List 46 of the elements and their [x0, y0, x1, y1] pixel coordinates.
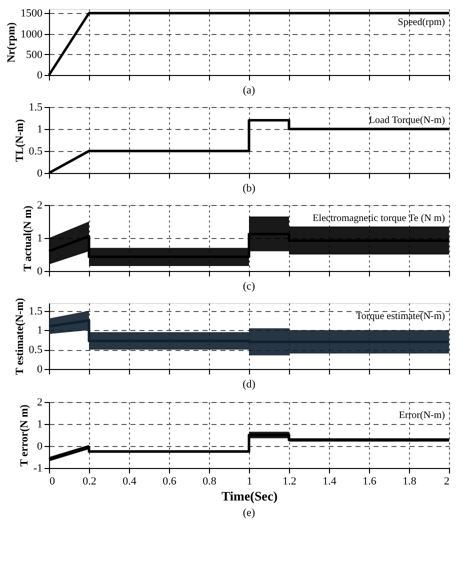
- x-tick-label: 1.8: [402, 476, 417, 488]
- y-tick-label: 1.5: [28, 102, 43, 114]
- x-tick-label: 0.2: [82, 476, 96, 488]
- x-tick-label: 1.6: [362, 476, 377, 488]
- y-tick-label: 2: [37, 396, 42, 408]
- annotation: Electromagnetic torque Te (N m): [312, 213, 445, 224]
- y-tick-label: 0: [37, 440, 43, 452]
- x-tick-label: 0.8: [202, 476, 217, 488]
- annotation: Error(N-m): [398, 410, 445, 421]
- y-tick-label: 0: [37, 266, 43, 278]
- y-tick-label: 1: [37, 232, 42, 244]
- y-tick-label: 500: [26, 48, 43, 61]
- y-tick-label: 0.5: [28, 344, 43, 356]
- annotation: Speed(rpm): [398, 17, 445, 28]
- y-axis-title: T error(N m): [18, 404, 30, 466]
- y-tick-label: 1.5: [28, 305, 43, 318]
- y-tick-label: 1000: [20, 28, 43, 40]
- y-tick-label: 0: [37, 168, 43, 180]
- text: (d): [242, 378, 256, 391]
- annotation: Load Torque(N-m): [368, 115, 445, 126]
- x-tick-label: 2: [444, 476, 450, 488]
- y-tick-label: 2: [37, 200, 42, 212]
- text: (b): [242, 182, 256, 194]
- text: (c): [242, 280, 256, 292]
- y-tick-label: 1500: [20, 8, 43, 20]
- y-tick-label: 1: [37, 124, 42, 136]
- x-tick-label: 1: [246, 476, 252, 488]
- y-axis-title: Nr(rpm): [6, 22, 18, 63]
- y-tick-label: 1: [37, 418, 42, 430]
- y-tick-label: 1: [37, 324, 42, 337]
- y-tick-label: -1: [33, 462, 42, 474]
- x-tick-label: 0: [50, 476, 56, 488]
- text: (a): [242, 84, 256, 96]
- y-tick-label: 0: [37, 70, 43, 82]
- y-axis-title: T actual(N m): [22, 205, 34, 272]
- x-tick-label: 0.4: [122, 476, 137, 488]
- text: (e): [242, 507, 256, 519]
- x-tick-label: 1.2: [282, 476, 296, 488]
- annotation: Torque estimate(N-m): [356, 311, 445, 322]
- x-tick-label: 1.4: [322, 476, 337, 488]
- y-axis-title: TL(N-m): [14, 118, 26, 162]
- y-tick-label: 0: [37, 364, 43, 376]
- y-axis-title: T estimate(N-m): [14, 298, 26, 376]
- y-tick-label: 0.5: [28, 146, 43, 158]
- x-axis-title: Time(Sec): [221, 488, 278, 504]
- x-tick-label: 0.6: [162, 476, 177, 488]
